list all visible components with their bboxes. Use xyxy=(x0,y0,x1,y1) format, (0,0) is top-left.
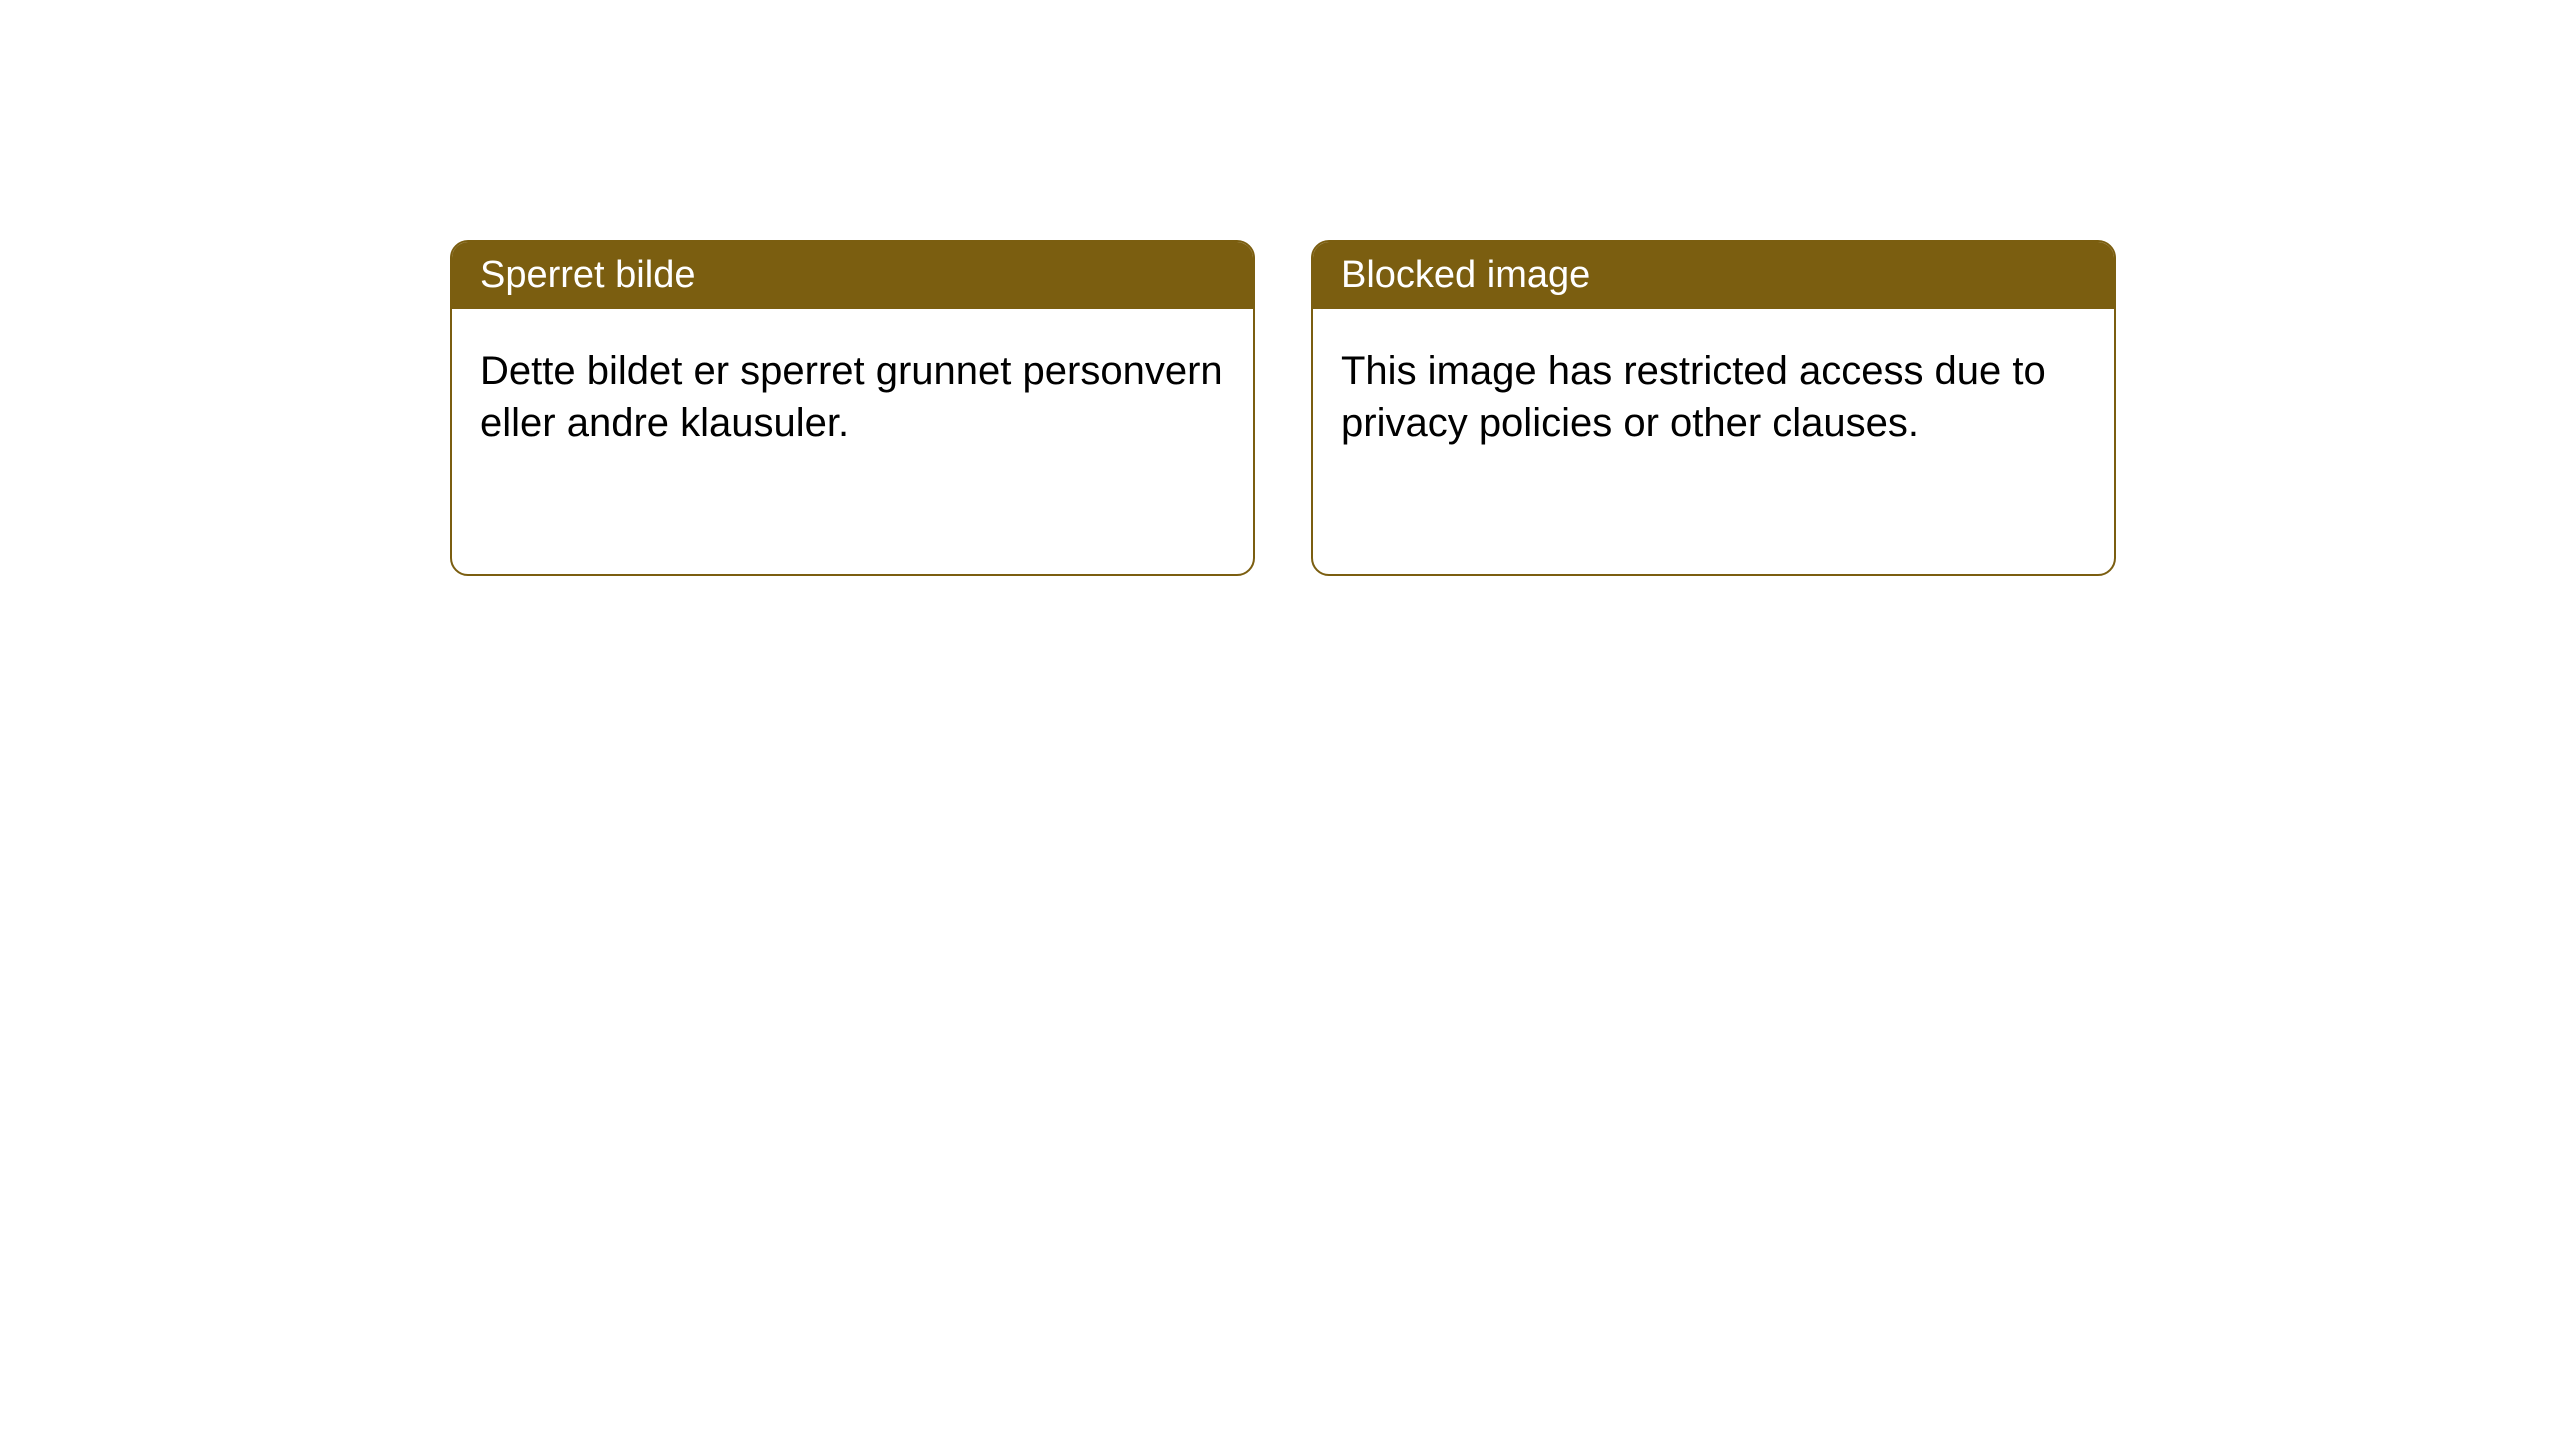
notice-container: Sperret bilde Dette bildet er sperret gr… xyxy=(0,0,2560,576)
card-header: Blocked image xyxy=(1313,242,2114,309)
card-header: Sperret bilde xyxy=(452,242,1253,309)
blocked-image-card-no: Sperret bilde Dette bildet er sperret gr… xyxy=(450,240,1255,576)
card-title: Blocked image xyxy=(1341,254,1590,296)
blocked-image-card-en: Blocked image This image has restricted … xyxy=(1311,240,2116,576)
card-body: Dette bildet er sperret grunnet personve… xyxy=(452,309,1253,485)
card-body: This image has restricted access due to … xyxy=(1313,309,2114,485)
card-message: This image has restricted access due to … xyxy=(1341,349,2046,445)
card-message: Dette bildet er sperret grunnet personve… xyxy=(480,349,1223,445)
card-title: Sperret bilde xyxy=(480,254,695,296)
